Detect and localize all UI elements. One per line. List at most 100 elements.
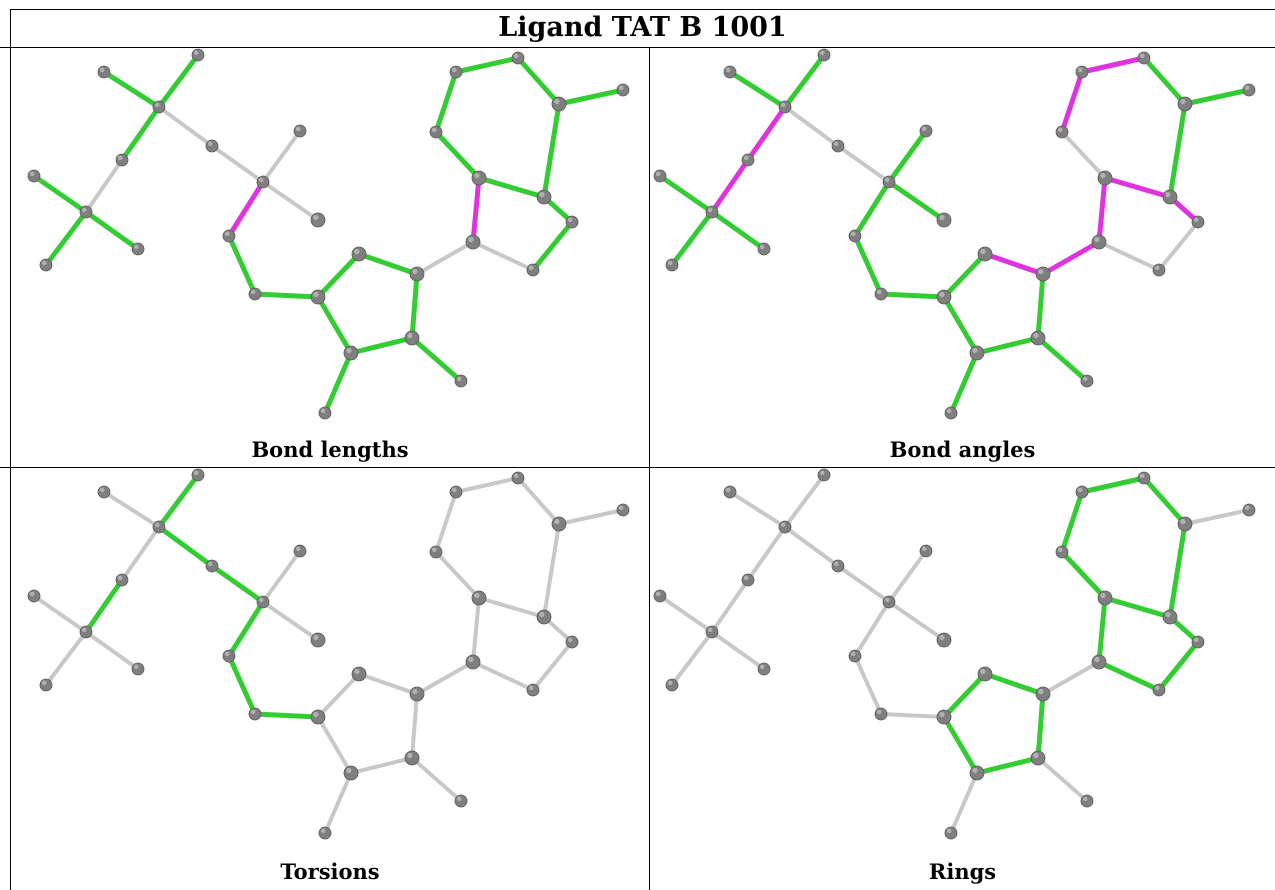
- bond: [1102, 175, 1173, 200]
- atom: [1177, 516, 1193, 532]
- atom: [310, 212, 326, 228]
- atom: [310, 709, 326, 725]
- atom: [705, 625, 719, 639]
- atom: [79, 205, 93, 219]
- bond: [43, 209, 89, 268]
- bond: [783, 105, 840, 148]
- atom: [741, 153, 755, 167]
- molecule-bond-lengths: [27, 48, 630, 420]
- atom: [565, 215, 579, 229]
- atom: [343, 345, 359, 361]
- caption-bond-lengths: Bond lengths: [251, 437, 409, 462]
- atom: [310, 289, 326, 305]
- bond: [1096, 175, 1108, 245]
- bond: [1036, 756, 1089, 803]
- molecule-bond-angles: [653, 48, 1256, 420]
- atom: [936, 212, 952, 228]
- bond: [658, 594, 714, 634]
- bond: [156, 472, 201, 530]
- bond: [949, 771, 979, 835]
- atom: [205, 139, 219, 153]
- atom: [1137, 471, 1151, 485]
- bond: [84, 158, 124, 214]
- bond: [1097, 240, 1161, 272]
- atom: [256, 595, 270, 609]
- atom: [831, 139, 845, 153]
- bond: [886, 179, 947, 223]
- bond: [710, 630, 766, 671]
- bond: [1102, 595, 1173, 620]
- atom: [1097, 170, 1113, 186]
- atom: [1152, 683, 1166, 697]
- atom: [741, 573, 755, 587]
- bond: [530, 219, 575, 273]
- atom: [919, 544, 933, 558]
- atom: [1162, 609, 1178, 625]
- bond: [657, 173, 715, 215]
- bond: [476, 175, 547, 200]
- atom: [409, 686, 425, 702]
- bond: [1059, 549, 1108, 601]
- bond: [886, 128, 929, 185]
- atom: [848, 229, 862, 243]
- bond: [887, 549, 928, 604]
- atom: [343, 765, 359, 781]
- atom: [723, 65, 737, 79]
- atom: [1191, 215, 1205, 229]
- bond: [471, 596, 481, 664]
- bond: [709, 209, 767, 252]
- bond: [410, 692, 419, 760]
- bond: [746, 525, 787, 582]
- bond: [783, 473, 826, 529]
- atom: [882, 595, 896, 609]
- panel-bond-lengths: [11, 48, 649, 438]
- atom: [616, 503, 630, 517]
- bond: [974, 335, 1041, 356]
- bond: [454, 476, 520, 494]
- bond: [1183, 508, 1251, 526]
- bond: [1167, 521, 1188, 620]
- atom: [705, 205, 719, 219]
- atom: [471, 590, 487, 606]
- atom: [831, 559, 845, 573]
- title-separator: [0, 47, 1275, 48]
- atom: [351, 666, 367, 682]
- bond: [1156, 639, 1201, 693]
- bond: [516, 476, 561, 526]
- panel-rings: [650, 468, 1275, 858]
- bond: [226, 599, 266, 659]
- bond: [783, 525, 840, 568]
- atom: [1091, 234, 1107, 250]
- atom: [465, 654, 481, 670]
- bond: [119, 104, 162, 163]
- atom: [1080, 374, 1094, 388]
- atom: [471, 170, 487, 186]
- atom: [778, 100, 792, 114]
- bond: [226, 653, 258, 717]
- bond: [157, 105, 214, 148]
- bond: [727, 69, 788, 110]
- atom: [1035, 686, 1051, 702]
- bond: [852, 233, 884, 297]
- atom: [665, 258, 679, 272]
- atom: [969, 345, 985, 361]
- atom: [97, 485, 111, 499]
- bond: [31, 173, 89, 215]
- bond: [852, 179, 892, 239]
- atom: [351, 246, 367, 262]
- atom: [248, 707, 262, 721]
- bond: [409, 335, 464, 384]
- bond: [745, 104, 788, 163]
- atom: [1075, 65, 1089, 79]
- bond: [853, 600, 891, 658]
- atom: [874, 707, 888, 721]
- bond: [433, 69, 459, 135]
- bond: [102, 490, 161, 529]
- caption-bond-angles: Bond angles: [889, 437, 1036, 462]
- atom: [1191, 635, 1205, 649]
- atom: [293, 124, 307, 138]
- atom: [131, 242, 145, 256]
- bond: [1141, 475, 1188, 527]
- atom: [653, 589, 667, 603]
- atom: [1242, 83, 1256, 97]
